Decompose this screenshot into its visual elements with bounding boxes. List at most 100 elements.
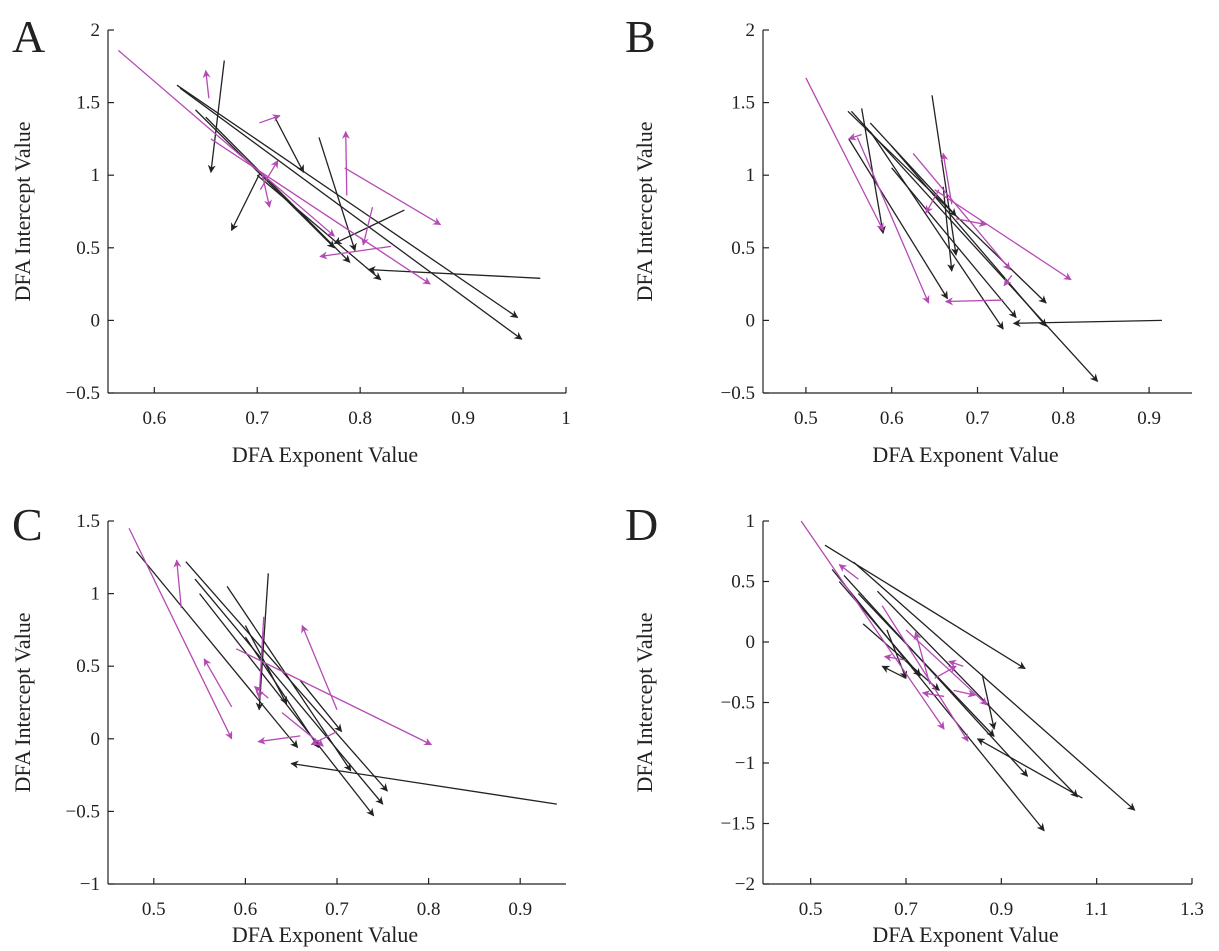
x-tick-label: 0.6	[234, 899, 258, 920]
arrow-magenta	[281, 712, 324, 747]
arrow-black	[981, 674, 997, 730]
arrow-magenta	[128, 527, 233, 740]
y-tick-label: 2	[91, 20, 101, 41]
arrow-black	[179, 87, 523, 340]
arrow-black	[205, 116, 351, 263]
arrow-magenta	[202, 69, 211, 99]
x-axis-title: DFA Exponent Value	[232, 922, 418, 947]
y-axis-title: DFA Intercept Value	[10, 612, 35, 792]
x-tick-label: 0.5	[794, 408, 818, 429]
x-axis-title: DFA Exponent Value	[232, 442, 418, 467]
x-tick-label: 0.7	[245, 408, 269, 429]
arrow-magenta	[953, 689, 976, 698]
arrow-magenta	[921, 690, 945, 698]
y-tick-label: 0	[746, 310, 756, 331]
arrow-magenta	[805, 77, 884, 232]
arrow-black	[838, 581, 921, 677]
arrow-black	[207, 60, 225, 174]
arrow-black	[195, 109, 335, 249]
y-tick-label: −1	[80, 874, 100, 895]
arrow-magenta	[259, 159, 279, 191]
panel-letter: B	[625, 11, 656, 62]
arrow-black	[256, 174, 382, 281]
arrow-magenta	[934, 665, 957, 679]
arrow-magenta	[261, 175, 272, 208]
y-axis-title: DFA Intercept Value	[632, 121, 657, 301]
y-tick-label: 0.5	[731, 572, 755, 593]
arrow-black	[853, 561, 1136, 811]
arrow-magenta	[361, 206, 374, 246]
y-axis-title: DFA Intercept Value	[632, 612, 657, 792]
arrow-black	[199, 593, 375, 817]
y-tick-label: 0.5	[731, 238, 755, 259]
series-magenta	[128, 527, 433, 747]
arrow-magenta	[955, 218, 987, 228]
arrow-black	[848, 138, 949, 300]
y-tick-label: −1	[735, 753, 755, 774]
x-tick-label: 1.1	[1085, 899, 1109, 920]
y-tick-label: 0	[746, 632, 756, 653]
arrow-black	[862, 623, 940, 691]
series-magenta	[800, 520, 988, 742]
arrow-black	[318, 137, 357, 252]
panel-a: A 0.6 0.7 0.8 0.9 1 −0.5 0 0.5 1 1.5 2 DFA Exponent …	[10, 11, 571, 467]
arrow-black	[244, 636, 320, 749]
arrow-magenta	[117, 49, 336, 237]
panel-b: B 0.5 0.6 0.7 0.8 0.9 −0.5 0 0.5 1 1.5 2 DFA Exponen…	[625, 11, 1192, 467]
y-tick-label: 0	[91, 310, 101, 331]
arrow-magenta	[944, 297, 1004, 306]
arrow-magenta	[881, 605, 969, 742]
arrow-black	[847, 110, 1047, 304]
panel-c: C 0.5 0.6 0.7 0.8 0.9 −1 −0.5 0 0.5 1 1.5 DFA Expone…	[10, 499, 566, 947]
x-axis-title: DFA Exponent Value	[872, 442, 1058, 467]
arrow-black	[1012, 319, 1162, 328]
arrow-magenta	[253, 686, 269, 699]
arrow-black	[299, 680, 343, 733]
arrow-black	[333, 209, 405, 245]
arrow-magenta	[912, 153, 1011, 271]
y-tick-label: 1	[746, 165, 756, 186]
y-tick-label: −0.5	[66, 801, 100, 822]
y-axis-title: DFA Intercept Value	[10, 121, 35, 301]
x-tick-label: 0.9	[451, 408, 475, 429]
x-tick-label: 0.8	[1051, 408, 1075, 429]
arrow-magenta	[838, 564, 859, 580]
y-tick-label: −0.5	[721, 693, 755, 714]
arrow-magenta	[257, 735, 301, 745]
arrow-black	[831, 568, 1045, 832]
x-axis-title: DFA Exponent Value	[872, 922, 1058, 947]
arrow-black	[850, 110, 1099, 382]
arrow-magenta	[800, 520, 945, 730]
arrow-black	[185, 561, 388, 792]
y-tick-label: 0.5	[76, 238, 100, 259]
arrow-magenta	[925, 189, 940, 214]
arrow-magenta	[883, 653, 907, 662]
x-tick-label: 0.7	[894, 899, 918, 920]
x-tick-label: 1	[561, 408, 571, 429]
series-magenta	[805, 77, 1072, 306]
y-tick-label: 0.5	[76, 656, 100, 677]
arrow-magenta	[235, 648, 433, 746]
arrow-magenta	[255, 616, 265, 699]
y-tick-label: 1.5	[76, 511, 100, 532]
arrow-black	[176, 84, 519, 319]
y-tick-label: −0.5	[721, 383, 755, 404]
arrow-black	[931, 95, 959, 256]
arrow-black	[876, 590, 1079, 798]
y-tick-label: 1	[91, 165, 101, 186]
arrow-black	[290, 760, 557, 805]
arrow-magenta	[856, 137, 930, 304]
panel-letter: C	[12, 499, 43, 550]
y-tick-label: −2	[735, 874, 755, 895]
y-tick-label: 2	[746, 20, 756, 41]
arrow-magenta	[934, 189, 1072, 281]
arrow-magenta	[210, 138, 431, 285]
arrow-black	[891, 145, 1047, 327]
arrow-magenta	[319, 245, 392, 260]
panel-letter: D	[625, 499, 658, 550]
arrow-black	[194, 578, 384, 805]
x-tick-label: 0.6	[880, 408, 904, 429]
arrow-black	[274, 116, 305, 174]
y-tick-label: 1.5	[76, 93, 100, 114]
